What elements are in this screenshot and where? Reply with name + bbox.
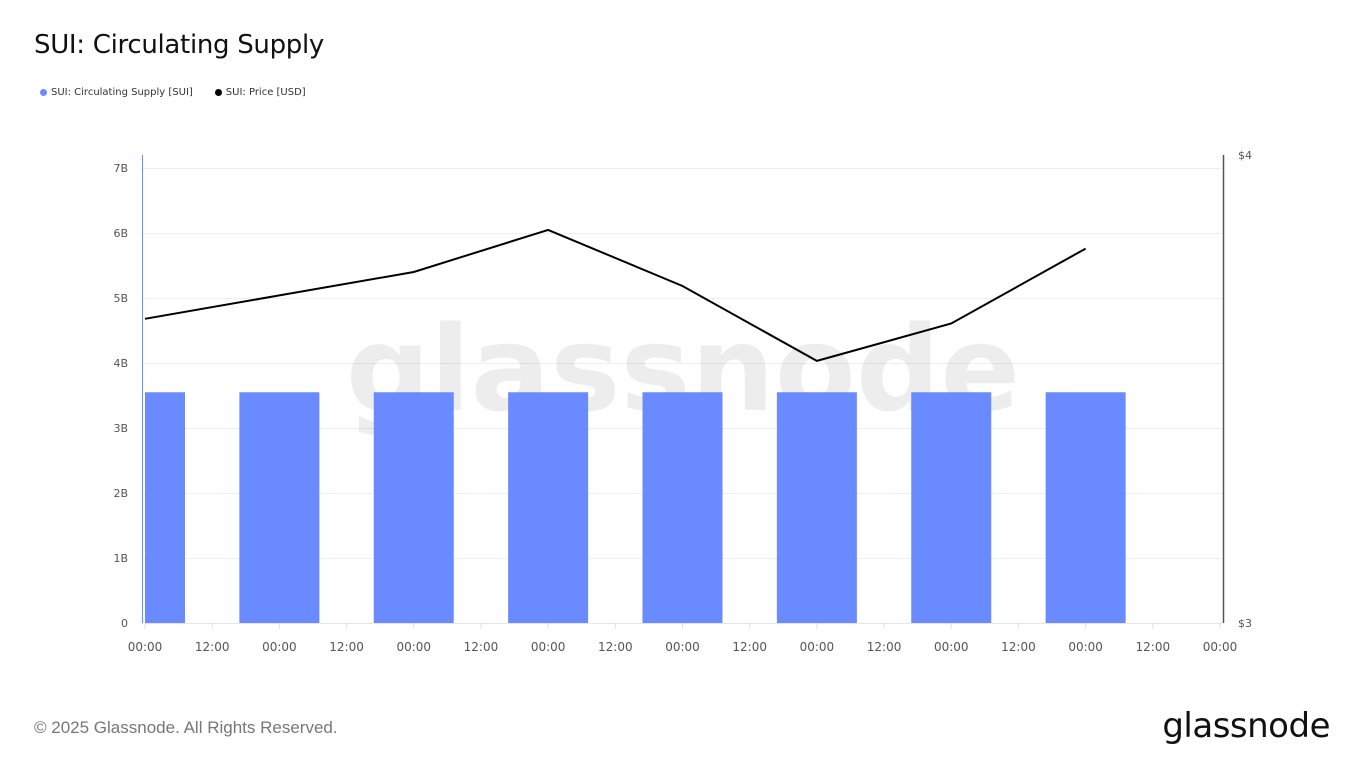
legend-item-supply[interactable]: SUI: Circulating Supply [SUI] [40,87,193,98]
svg-text:12:00: 12:00 [329,640,364,654]
svg-text:00:00: 00:00 [665,640,700,654]
legend-label-price: SUI: Price [USD] [225,87,306,98]
svg-text:00:00: 00:00 [531,640,566,654]
svg-text:4B: 4B [113,357,128,370]
legend-dot-price-icon [214,89,222,96]
svg-text:12:00: 12:00 [195,640,230,654]
svg-text:7B: 7B [113,162,128,175]
svg-text:00:00: 00:00 [1203,640,1238,654]
svg-text:2B: 2B [113,487,128,500]
chart-legend: SUI: Circulating Supply [SUI] SUI: Price… [40,87,306,98]
svg-text:00:00: 00:00 [934,640,969,654]
legend-label-supply: SUI: Circulating Supply [SUI] [51,87,193,98]
chart-title: SUI: Circulating Supply [34,30,325,60]
svg-text:12:00: 12:00 [1001,640,1036,654]
glassnode-logo: glassnode [1162,706,1330,746]
supply-bars [145,392,1126,623]
svg-text:6B: 6B [113,227,128,240]
x-axis-labels: 00:00 12:00 00:00 12:00 00:00 12:00 00:00 12:00… [128,623,1238,654]
svg-text:00:00: 00:00 [262,640,297,654]
svg-text:12:00: 12:00 [732,640,767,654]
svg-text:00:00: 00:00 [128,640,163,654]
svg-text:12:00: 12:00 [1136,640,1171,654]
svg-text:00:00: 00:00 [396,640,431,654]
svg-text:5B: 5B [113,292,128,305]
left-axis-labels: 0 1B 2B 3B 4B 5B 6B 7B [113,162,128,630]
svg-text:0: 0 [121,617,128,630]
grid-lines [143,168,1222,559]
svg-text:00:00: 00:00 [1068,640,1103,654]
price-line [144,228,1087,362]
copyright-text: © 2025 Glassnode. All Rights Reserved. [34,718,338,737]
svg-text:12:00: 12:00 [598,640,633,654]
svg-text:1B: 1B [113,552,128,565]
svg-text:12:00: 12:00 [867,640,902,654]
right-axis-labels: $4 $3 [1238,149,1252,630]
svg-text:12:00: 12:00 [464,640,499,654]
legend-dot-supply-icon [40,89,47,96]
svg-text:3B: 3B [113,422,128,435]
svg-text:$3: $3 [1238,617,1252,630]
legend-item-price[interactable]: SUI: Price [USD] [214,87,306,98]
svg-text:00:00: 00:00 [800,640,835,654]
svg-text:$4: $4 [1238,149,1252,162]
